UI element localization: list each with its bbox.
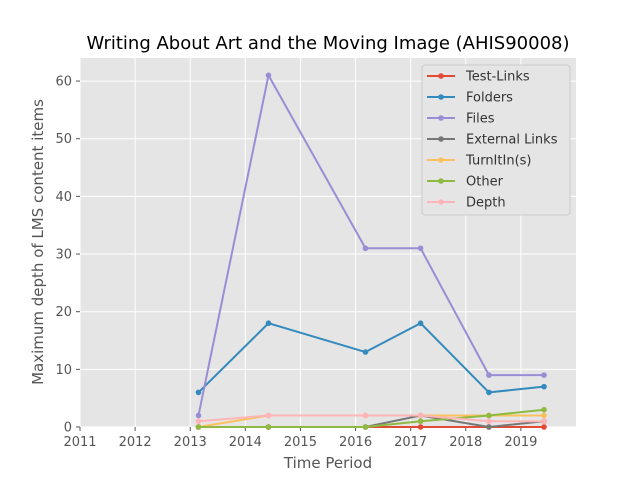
data-point-files bbox=[417, 245, 424, 252]
data-point-files bbox=[541, 372, 547, 378]
series-files bbox=[195, 72, 547, 419]
data-point-folders bbox=[362, 349, 369, 355]
data-point-folders bbox=[265, 320, 272, 327]
legend-label: TurnItIn(s) bbox=[465, 154, 531, 169]
data-point-folders bbox=[417, 320, 424, 327]
legend-item-test-links: Test-Links bbox=[427, 70, 530, 85]
data-point-files bbox=[195, 412, 202, 419]
x-tick-label: 2018 bbox=[449, 435, 482, 450]
data-point-other bbox=[486, 412, 492, 419]
x-tick-label: 2019 bbox=[504, 435, 537, 450]
x-tick-label: 2015 bbox=[284, 435, 317, 450]
series-folders bbox=[195, 320, 547, 396]
data-point-other bbox=[195, 424, 202, 430]
legend-label: Folders bbox=[466, 91, 513, 106]
data-point-depth bbox=[417, 412, 424, 419]
data-point-depth bbox=[195, 418, 202, 425]
chart-title: Writing About Art and the Moving Image (… bbox=[86, 33, 569, 54]
series-line-folders bbox=[197, 322, 545, 394]
legend-marker bbox=[438, 157, 444, 163]
legend-label: Files bbox=[466, 112, 495, 127]
data-point-turnitin-s bbox=[541, 412, 547, 419]
data-point-files bbox=[362, 245, 369, 252]
y-tick-label: 10 bbox=[55, 363, 72, 378]
data-point-folders bbox=[195, 389, 202, 396]
legend-marker bbox=[438, 94, 444, 100]
y-tick-labels: 0 10 20 30 40 50 60 bbox=[55, 75, 80, 436]
data-point-test-links bbox=[417, 424, 424, 430]
y-tick-label: 50 bbox=[55, 132, 72, 147]
legend-box bbox=[421, 64, 571, 216]
data-point-test-links bbox=[541, 424, 547, 430]
data-point-depth bbox=[541, 418, 547, 425]
y-tick-label: 60 bbox=[55, 75, 72, 90]
legend-label: External Links bbox=[466, 133, 558, 148]
x-axis-label: Time Period bbox=[283, 454, 372, 472]
x-tick-labels: 2011 2012 2013 2014 2015 2016 2017 2018 2019 bbox=[63, 427, 537, 450]
legend-marker bbox=[438, 115, 444, 121]
x-tick-label: 2017 bbox=[394, 435, 427, 450]
x-tick-label: 2014 bbox=[229, 435, 262, 450]
legend-marker bbox=[438, 136, 444, 142]
legend: Test-Links Folders Files External Links Turn… bbox=[421, 64, 571, 216]
data-point-other bbox=[265, 424, 272, 430]
legend-label: Depth bbox=[466, 196, 506, 211]
data-point-files bbox=[486, 372, 492, 378]
series-depth bbox=[195, 412, 547, 425]
x-tick-label: 2012 bbox=[119, 435, 152, 450]
legend-marker bbox=[438, 73, 444, 79]
y-tick-label: 20 bbox=[55, 305, 72, 320]
legend-label: Test-Links bbox=[465, 70, 530, 85]
y-axis-label: Maximum depth of LMS content items bbox=[29, 99, 47, 385]
data-point-files bbox=[265, 72, 272, 79]
data-point-other bbox=[362, 424, 369, 430]
data-point-folders bbox=[486, 389, 492, 396]
legend-item-external-links: External Links bbox=[427, 133, 558, 148]
y-tick-label: 0 bbox=[64, 421, 72, 436]
data-point-depth bbox=[362, 412, 369, 419]
data-point-depth bbox=[486, 418, 492, 425]
legend-marker bbox=[438, 178, 444, 184]
y-tick-label: 30 bbox=[55, 248, 72, 263]
series-line-other bbox=[198, 408, 545, 428]
data-point-other bbox=[417, 418, 424, 425]
series-line-files bbox=[197, 74, 545, 416]
series-other bbox=[195, 406, 547, 430]
data-point-depth bbox=[265, 412, 272, 419]
series-line-depth bbox=[198, 414, 545, 423]
legend-item-other: Other bbox=[427, 175, 504, 190]
legend-label: Other bbox=[466, 175, 504, 190]
x-tick-label: 2013 bbox=[174, 435, 207, 450]
legend-item-files: Files bbox=[427, 112, 495, 127]
series-lines bbox=[195, 72, 547, 430]
data-point-folders bbox=[541, 383, 547, 390]
legend-item-folders: Folders bbox=[427, 91, 513, 106]
legend-item-depth: Depth bbox=[427, 196, 506, 211]
data-point-external-links bbox=[486, 424, 492, 430]
y-tick-label: 40 bbox=[55, 190, 72, 205]
legend-marker bbox=[438, 199, 444, 205]
x-tick-label: 2016 bbox=[339, 435, 372, 450]
legend-item-turnitin-s: TurnItIn(s) bbox=[427, 154, 531, 169]
x-tick-label: 2011 bbox=[63, 435, 96, 450]
data-point-other bbox=[541, 406, 547, 413]
